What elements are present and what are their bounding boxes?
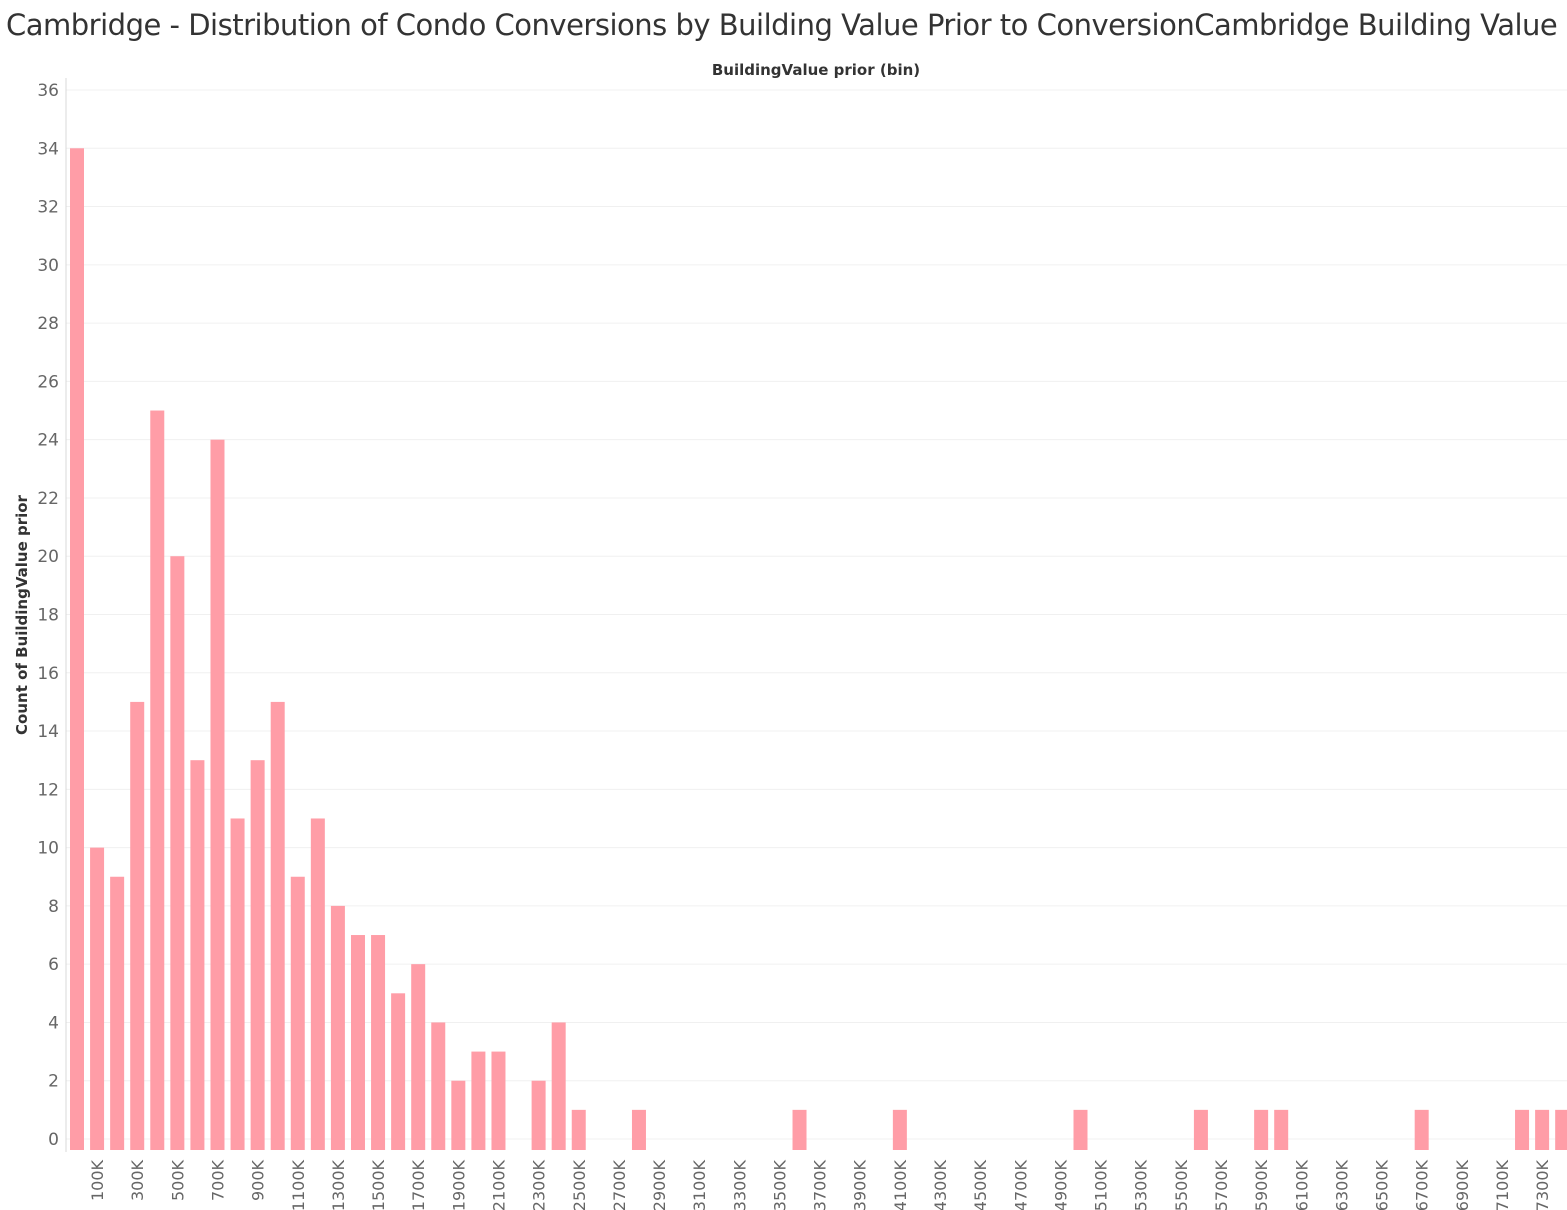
x-axis-title: BuildingValue prior (bin): [712, 61, 920, 79]
bar: [310, 818, 325, 1150]
y-tick-label: 12: [37, 780, 59, 800]
x-tick-label: 4900K: [1051, 1160, 1070, 1210]
x-tick-label: 2700K: [610, 1160, 629, 1210]
bar: [471, 1051, 486, 1150]
x-tick-label: 100K: [88, 1159, 107, 1201]
x-tick-label: 2500K: [570, 1160, 589, 1210]
y-tick-label: 34: [37, 139, 59, 159]
x-tick-label: 4700K: [1011, 1160, 1030, 1210]
y-tick-label: 20: [37, 547, 59, 567]
y-tick-label: 32: [37, 198, 59, 218]
bar: [571, 1109, 586, 1150]
x-tick-label: 1100K: [289, 1160, 308, 1210]
x-tick-label: 1900K: [449, 1160, 468, 1210]
bar: [371, 935, 386, 1150]
x-axis-ticks: 100K 300K 500K 700K 900K 1100K 1300K 1500K 1700K…: [88, 1159, 1552, 1210]
bar: [70, 148, 84, 1150]
bar: [451, 1080, 466, 1150]
y-tick-label: 6: [48, 955, 59, 975]
x-tick-label: 1300K: [329, 1160, 348, 1210]
x-tick-label: 6300K: [1332, 1160, 1351, 1210]
bar: [110, 876, 125, 1150]
y-tick-label: 26: [37, 372, 59, 392]
bar: [90, 847, 105, 1150]
x-tick-label: 300K: [128, 1159, 147, 1201]
y-tick-label: 24: [37, 431, 59, 451]
x-tick-label: 4300K: [931, 1160, 950, 1210]
x-tick-label: 700K: [208, 1159, 227, 1201]
x-tick-label: 7100K: [1493, 1160, 1512, 1210]
bar: [230, 818, 245, 1150]
y-tick-label: 4: [48, 1013, 59, 1033]
bar: [190, 760, 205, 1150]
y-tick-label: 8: [48, 897, 59, 917]
bar: [350, 935, 365, 1150]
x-tick-label: 3100K: [690, 1160, 709, 1210]
x-tick-label: 5100K: [1092, 1160, 1111, 1210]
x-tick-label: 900K: [249, 1159, 268, 1201]
y-tick-label: 10: [37, 839, 59, 859]
bar: [270, 701, 285, 1150]
x-tick-label: 4100K: [891, 1160, 910, 1210]
x-tick-label: 6900K: [1453, 1160, 1472, 1210]
x-tick-label: 6500K: [1373, 1160, 1392, 1210]
y-tick-label: 30: [37, 256, 59, 276]
x-tick-label: 2100K: [489, 1160, 508, 1210]
bar: [170, 556, 185, 1150]
x-tick-label: 3300K: [730, 1160, 749, 1210]
x-tick-label: 4500K: [971, 1160, 990, 1210]
bar: [330, 905, 345, 1150]
bar: [1254, 1109, 1269, 1150]
bar: [150, 410, 165, 1150]
bar: [1515, 1109, 1530, 1150]
x-tick-label: 3700K: [811, 1160, 830, 1210]
bar: [491, 1051, 506, 1150]
chart-title: Cambridge - Distribution of Condo Conver…: [6, 8, 1558, 42]
bar: [551, 1022, 566, 1150]
bar: [250, 760, 265, 1150]
x-tick-label: 6700K: [1413, 1160, 1432, 1210]
x-tick-label: 2300K: [530, 1160, 549, 1210]
bar: [391, 993, 406, 1150]
y-axis-title: Count of BuildingValue prior: [13, 494, 31, 735]
bar: [1555, 1109, 1567, 1150]
x-tick-label: 5500K: [1172, 1160, 1191, 1210]
bar: [1073, 1109, 1088, 1150]
bar: [631, 1109, 646, 1150]
bar: [531, 1080, 546, 1150]
x-tick-label: 5700K: [1212, 1160, 1231, 1210]
bar: [1535, 1109, 1550, 1150]
bar: [210, 439, 225, 1151]
y-tick-label: 2: [48, 1072, 59, 1092]
y-tick-label: 18: [37, 606, 59, 626]
x-tick-label: 1700K: [409, 1160, 428, 1210]
x-tick-label: 5300K: [1132, 1160, 1151, 1210]
bar: [1193, 1109, 1208, 1150]
y-tick-label: 28: [37, 314, 59, 334]
x-tick-label: 7300K: [1533, 1160, 1552, 1210]
x-tick-label: 1500K: [369, 1160, 388, 1210]
bar: [431, 1022, 446, 1150]
bars: [70, 148, 1567, 1151]
bar: [130, 701, 145, 1150]
x-tick-label: 3500K: [770, 1160, 789, 1210]
bar: [792, 1109, 807, 1150]
y-tick-label: 14: [37, 722, 59, 742]
x-tick-label: 500K: [168, 1159, 187, 1201]
x-tick-label: 2900K: [650, 1160, 669, 1210]
bar: [411, 964, 426, 1150]
bar: [1274, 1109, 1289, 1150]
y-tick-label: 16: [37, 664, 59, 684]
y-tick-label: 0: [48, 1130, 59, 1150]
bar: [290, 876, 305, 1150]
y-tick-label: 36: [37, 81, 59, 101]
x-tick-label: 6100K: [1292, 1160, 1311, 1210]
x-tick-label: 3900K: [851, 1160, 870, 1210]
bar: [1414, 1109, 1429, 1150]
y-tick-label: 22: [37, 489, 59, 509]
bar: [892, 1109, 907, 1150]
x-tick-label: 5900K: [1252, 1160, 1271, 1210]
